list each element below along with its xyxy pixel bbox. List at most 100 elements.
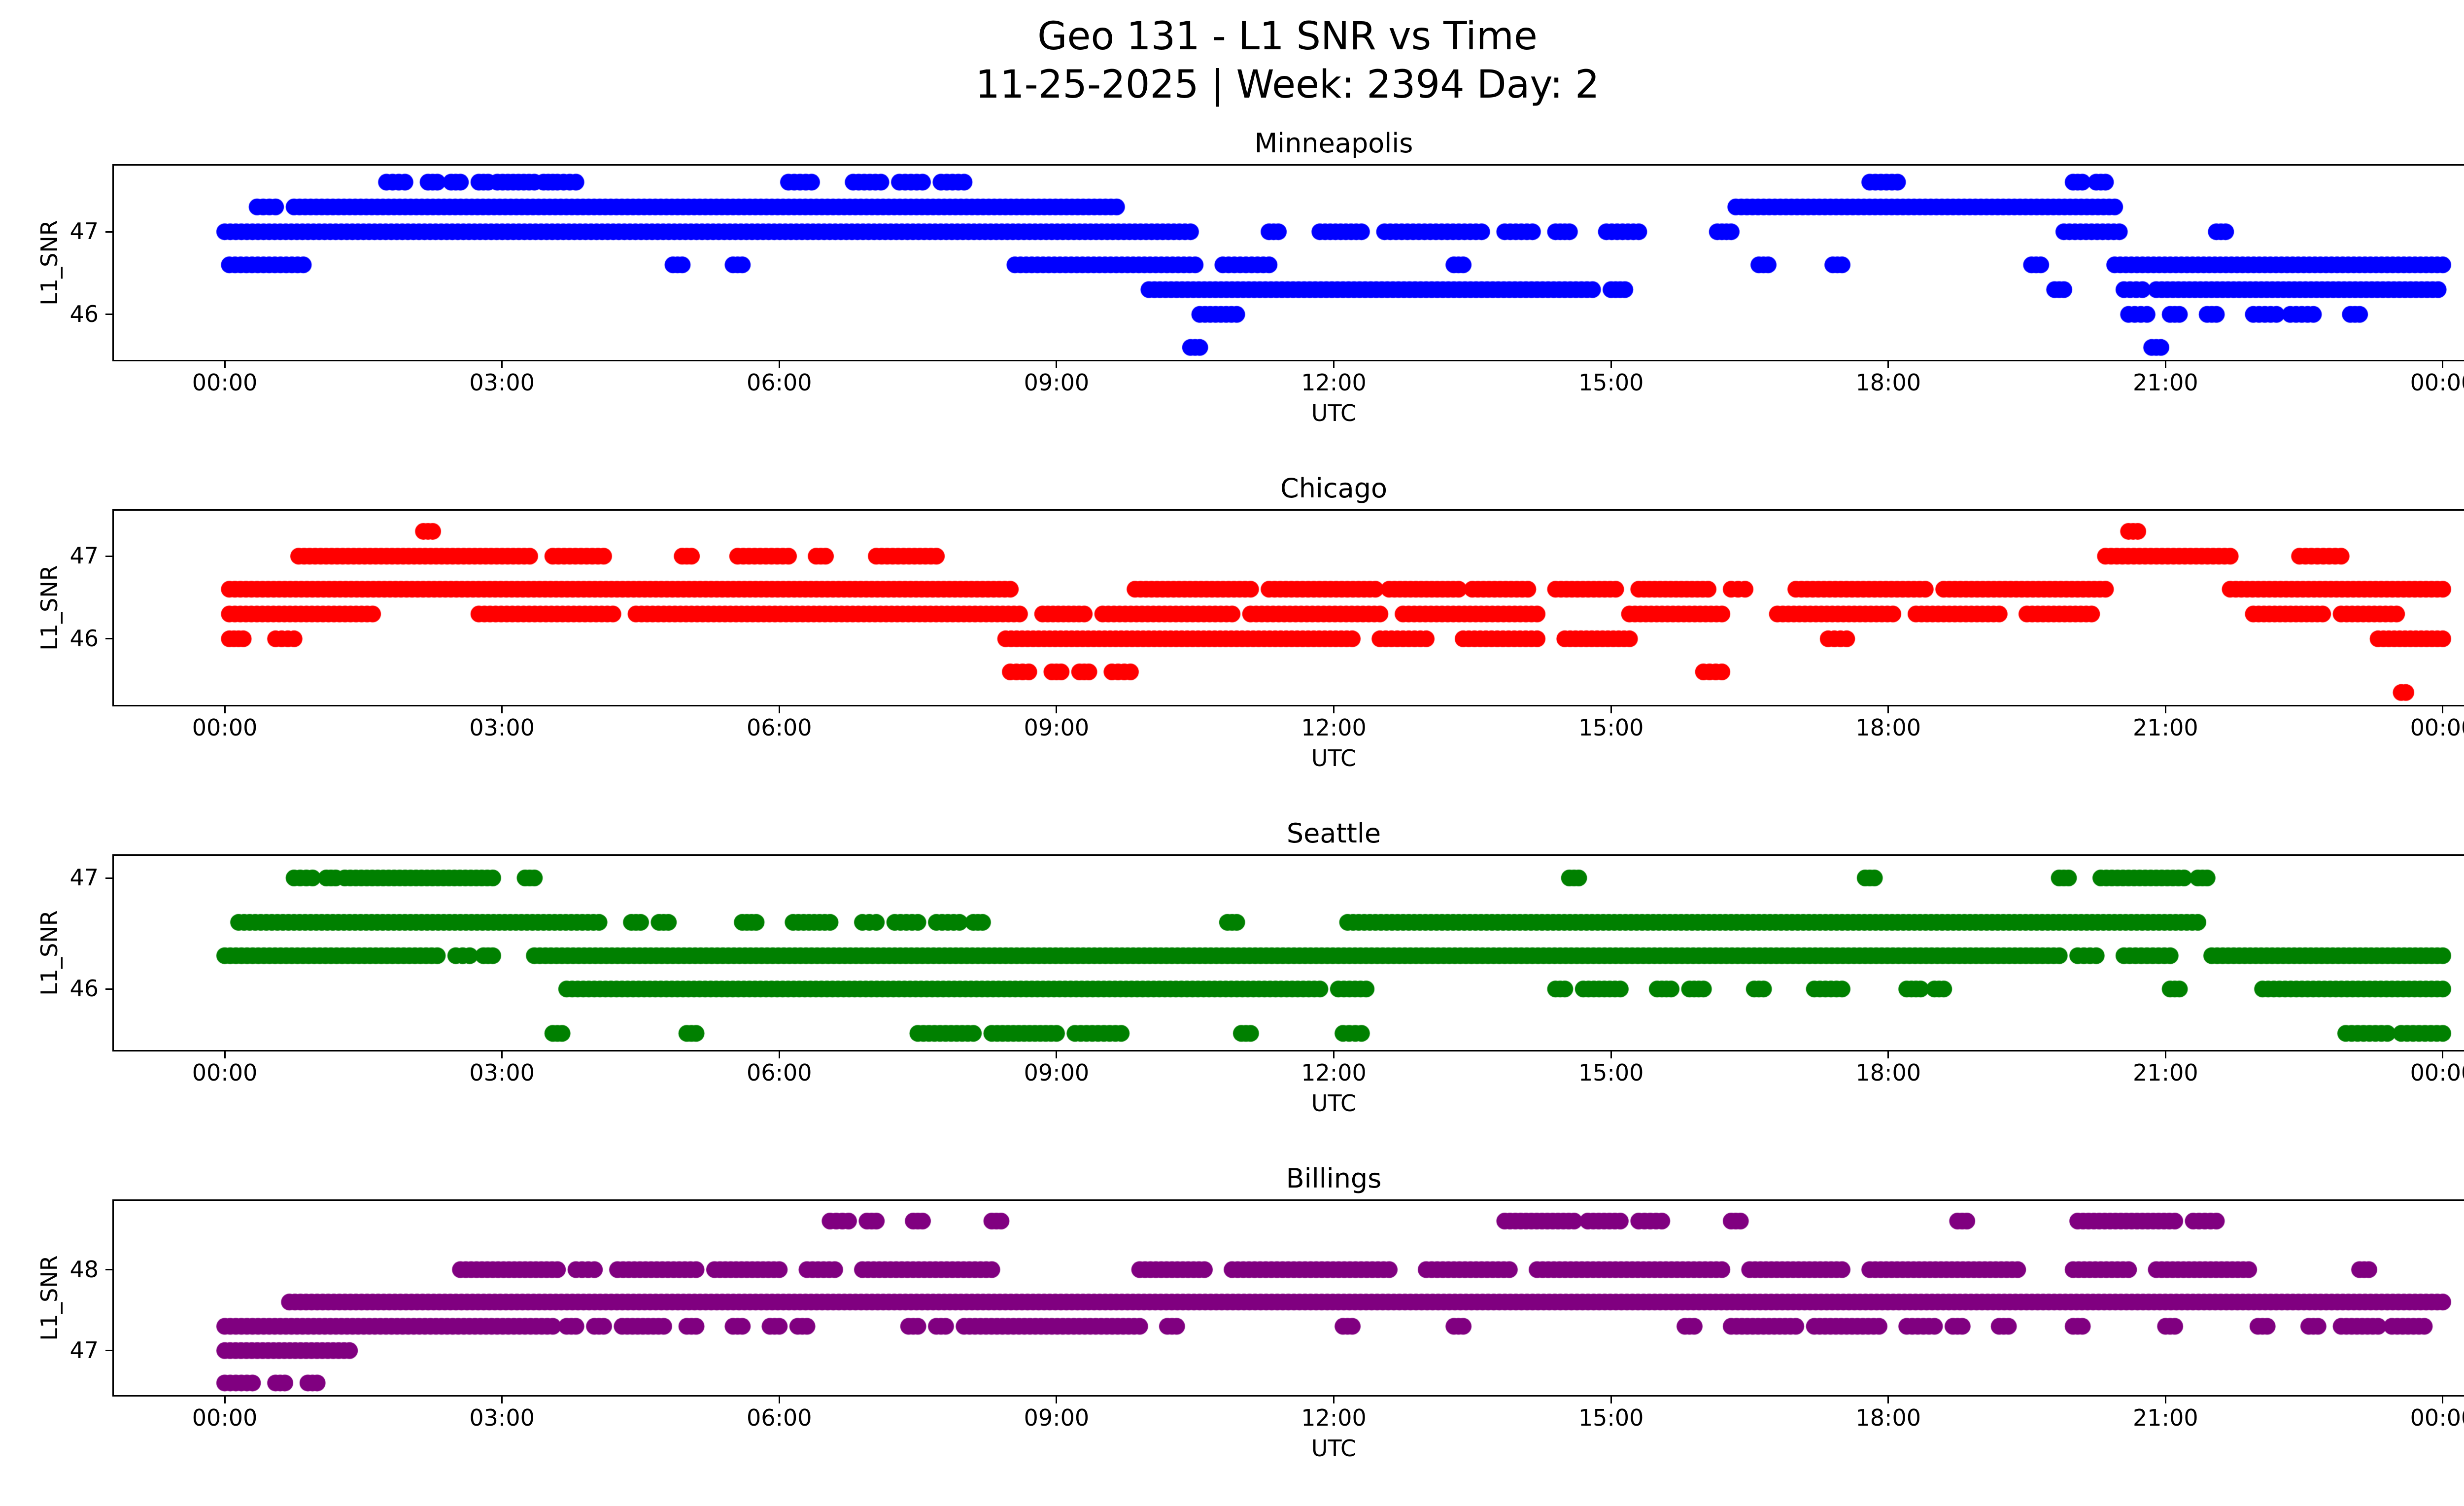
tick-label: 00:00: [192, 714, 258, 741]
tick-label: 47: [69, 542, 99, 569]
tick-label: 03:00: [469, 714, 535, 741]
figure-title: Geo 131 - L1 SNR vs Time: [1037, 14, 1538, 59]
tick-label: 06:00: [746, 1059, 812, 1086]
tick-mark: [1056, 706, 1058, 713]
tick-mark: [224, 1397, 226, 1403]
scatter-canvas: [114, 511, 2464, 705]
subplot-title: Minneapolis: [1254, 128, 1413, 159]
tick-mark: [1887, 1051, 1889, 1058]
tick-mark: [501, 361, 503, 368]
plot-area: [112, 1199, 2464, 1397]
tick-label: 21:00: [2133, 714, 2198, 741]
tick-mark: [105, 231, 112, 233]
tick-label: 18:00: [1855, 1059, 1921, 1086]
subplot-title: Billings: [1286, 1163, 1382, 1194]
tick-mark: [105, 1269, 112, 1271]
subplot-title: Seattle: [1286, 818, 1381, 849]
tick-mark: [2442, 1051, 2444, 1058]
tick-mark: [2442, 1397, 2444, 1403]
tick-mark: [1887, 361, 1889, 368]
tick-label: 15:00: [1578, 714, 1644, 741]
tick-label: 06:00: [746, 369, 812, 396]
tick-mark: [1887, 1397, 1889, 1403]
tick-mark: [105, 988, 112, 990]
tick-mark: [501, 1397, 503, 1403]
tick-label: 09:00: [1024, 369, 1090, 396]
tick-label: 15:00: [1578, 1059, 1644, 1086]
tick-label: 09:00: [1024, 714, 1090, 741]
tick-label: 03:00: [469, 369, 535, 396]
tick-mark: [2442, 361, 2444, 368]
tick-mark: [2442, 706, 2444, 713]
tick-label: 47: [69, 864, 99, 891]
tick-mark: [105, 877, 112, 879]
tick-mark: [1610, 706, 1612, 713]
tick-mark: [1056, 1051, 1058, 1058]
tick-label: 03:00: [469, 1059, 535, 1086]
tick-label: 47: [69, 218, 99, 245]
subplot-chicago: Chicago L1_SNR UTC 00:00 03:00 06:00 09:00 1…: [0, 471, 2464, 816]
tick-label: 46: [69, 625, 99, 652]
plot-area: [112, 509, 2464, 706]
subplot-billings: Billings L1_SNR UTC 00:00 03:00 06:00 09:00…: [0, 1161, 2464, 1506]
tick-label: 06:00: [746, 714, 812, 741]
tick-mark: [2164, 1397, 2166, 1403]
tick-label: 00:00: [2410, 369, 2464, 396]
subplot-minneapolis: Minneapolis L1_SNR UTC 00:00 03:00 06:00 09…: [0, 126, 2464, 471]
scatter-canvas: [114, 1201, 2464, 1395]
tick-label: 21:00: [2133, 1404, 2198, 1431]
figure-subtitle: 11-25-2025 | Week: 2394 Day: 2: [975, 62, 1600, 107]
tick-mark: [224, 361, 226, 368]
tick-mark: [224, 706, 226, 713]
x-axis-label: UTC: [1311, 745, 1357, 771]
tick-label: 09:00: [1024, 1059, 1090, 1086]
tick-mark: [1333, 361, 1335, 368]
tick-label: 00:00: [2410, 1404, 2464, 1431]
tick-mark: [2164, 361, 2166, 368]
tick-label: 00:00: [192, 1059, 258, 1086]
x-axis-label: UTC: [1311, 1090, 1357, 1117]
tick-mark: [1610, 361, 1612, 368]
x-axis-label: UTC: [1311, 400, 1357, 426]
tick-label: 21:00: [2133, 1059, 2198, 1086]
tick-mark: [2164, 706, 2166, 713]
tick-label: 00:00: [2410, 714, 2464, 741]
tick-label: 18:00: [1855, 714, 1921, 741]
tick-label: 15:00: [1578, 1404, 1644, 1431]
tick-label: 46: [69, 300, 99, 327]
tick-mark: [778, 1051, 780, 1058]
plot-area: [112, 854, 2464, 1051]
tick-label: 47: [69, 1336, 99, 1364]
tick-mark: [501, 1051, 503, 1058]
subplot-title: Chicago: [1280, 473, 1388, 504]
tick-mark: [1610, 1051, 1612, 1058]
tick-mark: [1056, 1397, 1058, 1403]
tick-mark: [1610, 1397, 1612, 1403]
tick-mark: [778, 1397, 780, 1403]
figure-header: Geo 131 - L1 SNR vs Time 11-25-2025 | We…: [0, 0, 2464, 109]
tick-mark: [2164, 1051, 2166, 1058]
tick-label: 15:00: [1578, 369, 1644, 396]
tick-label: 00:00: [192, 1404, 258, 1431]
tick-label: 00:00: [192, 369, 258, 396]
subplot-seattle: Seattle L1_SNR UTC 00:00 03:00 06:00 09:00 1…: [0, 816, 2464, 1161]
tick-mark: [1887, 706, 1889, 713]
plot-area: [112, 164, 2464, 361]
tick-mark: [1333, 706, 1335, 713]
tick-label: 48: [69, 1256, 99, 1283]
tick-mark: [501, 706, 503, 713]
tick-label: 12:00: [1301, 1059, 1367, 1086]
tick-mark: [224, 1051, 226, 1058]
tick-label: 06:00: [746, 1404, 812, 1431]
scatter-canvas: [114, 166, 2464, 360]
tick-label: 03:00: [469, 1404, 535, 1431]
tick-label: 21:00: [2133, 369, 2198, 396]
tick-mark: [105, 314, 112, 315]
scatter-canvas: [114, 856, 2464, 1050]
tick-label: 09:00: [1024, 1404, 1090, 1431]
tick-label: 18:00: [1855, 369, 1921, 396]
tick-label: 46: [69, 975, 99, 1002]
tick-mark: [1333, 1397, 1335, 1403]
x-axis-label: UTC: [1311, 1435, 1357, 1462]
